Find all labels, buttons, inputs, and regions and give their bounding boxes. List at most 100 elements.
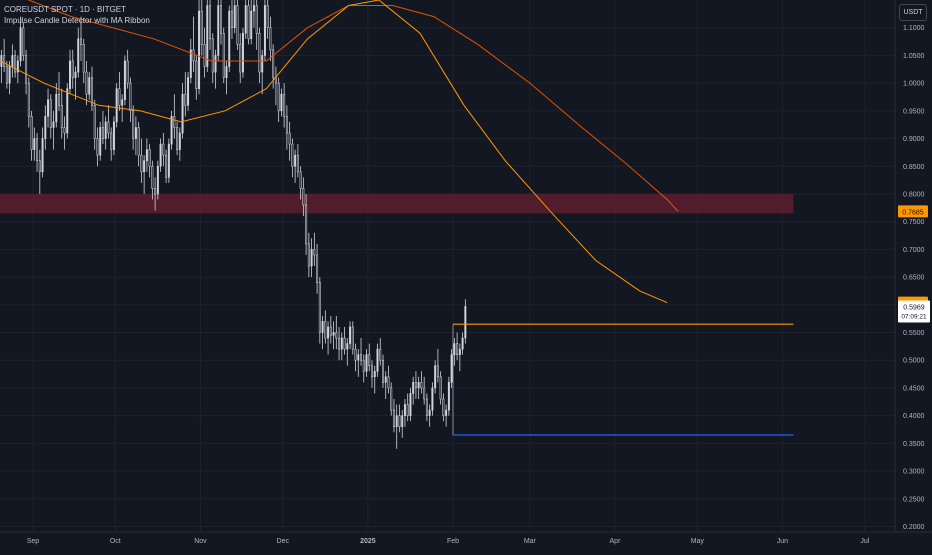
candle-body: [27, 82, 30, 117]
candle-body: [162, 143, 165, 156]
price-tick-label: 0.4500: [903, 385, 925, 392]
candle-body: [121, 99, 124, 106]
candle-body: [14, 55, 17, 73]
candle-body: [283, 93, 286, 117]
candle-body: [236, 5, 239, 45]
price-axis[interactable]: 1.1000 1.0500 1.0000 0.9500 0.9000 0.8500 0.80…: [903, 25, 925, 531]
price-tick-label: 0.7500: [903, 219, 925, 226]
candle-body: [458, 348, 461, 355]
candle-body: [165, 154, 168, 178]
price-tick-label: 0.2500: [903, 496, 925, 503]
candle-body: [390, 387, 393, 411]
candle-body: [321, 321, 324, 333]
price-tick-label: 0.2000: [903, 524, 925, 531]
candle-body: [118, 88, 121, 106]
candle-body: [252, 5, 255, 12]
candle-body: [456, 343, 459, 355]
candle-body: [66, 88, 69, 134]
candle-body: [187, 77, 190, 106]
currency-button[interactable]: USDT: [899, 4, 927, 21]
candle-body: [22, 27, 25, 56]
candle-body: [58, 93, 61, 106]
candle-body: [112, 121, 115, 150]
candle-body: [211, 38, 214, 73]
candle-body: [431, 387, 434, 411]
candle-body: [335, 332, 338, 339]
symbol-title[interactable]: COREUSDT SPOT · 1D · BITGET: [4, 5, 126, 14]
price-tick-label: 0.8500: [903, 164, 925, 171]
candle-body: [104, 121, 107, 139]
candle-body: [461, 337, 464, 350]
candle-body: [417, 382, 420, 389]
candle-body: [233, 5, 236, 29]
time-axis[interactable]: Sep Oct Nov Dec 2025 Feb Mar Apr May Jun Jul: [27, 538, 870, 545]
candle-body: [115, 88, 118, 123]
candle-body: [305, 204, 308, 245]
time-tick-label: Dec: [277, 538, 290, 545]
candles: [0, 0, 467, 449]
candle-body: [154, 188, 157, 195]
candle-body: [101, 127, 104, 139]
time-tick-label: Feb: [447, 538, 459, 545]
candle-body: [132, 110, 135, 139]
candle-body: [414, 382, 417, 389]
candle-body: [47, 99, 50, 117]
candle-body: [244, 5, 247, 34]
candle-body: [173, 116, 176, 128]
candle-body: [307, 243, 310, 267]
candle-body: [428, 409, 431, 416]
price-tick-label: 0.8000: [903, 191, 925, 198]
candle-body: [296, 154, 299, 173]
candle-body: [178, 132, 181, 150]
candle-body: [392, 409, 395, 428]
candle-body: [371, 365, 373, 378]
candle-body: [310, 249, 313, 267]
candle-body: [401, 415, 404, 428]
candle-body: [222, 32, 225, 78]
candle-body: [195, 60, 198, 89]
candle-body: [387, 376, 390, 389]
candle-body: [288, 132, 291, 145]
time-tick-label: Oct: [110, 538, 121, 545]
candle-body: [198, 10, 201, 89]
candle-body: [110, 132, 113, 150]
indicator-title[interactable]: Impulse Candle Detector with MA Ribbon: [4, 16, 150, 25]
candle-body: [453, 343, 456, 355]
candle-body: [129, 82, 132, 112]
candle-body: [439, 376, 442, 400]
candle-body: [332, 332, 335, 336]
candle-body: [272, 49, 275, 78]
candle-body: [360, 354, 363, 361]
candle-body: [263, 5, 266, 56]
candle-body: [214, 55, 217, 73]
time-tick-label: Apr: [610, 538, 622, 545]
candle-body: [247, 5, 250, 40]
candle-body: [217, 5, 220, 56]
candle-body: [425, 398, 428, 416]
candle-body: [88, 77, 91, 95]
resistance-zone: [0, 193, 794, 214]
candle-body: [99, 127, 102, 156]
candle-body: [159, 143, 162, 167]
price-tick-label: 0.4000: [903, 413, 925, 420]
candle-body: [220, 5, 222, 34]
candle-body: [241, 32, 244, 73]
candle-body: [77, 38, 80, 73]
candle-body: [398, 415, 401, 428]
candle-body: [450, 354, 453, 383]
candle-body: [384, 376, 387, 383]
last-price-bg: [898, 300, 930, 323]
candle-body: [90, 77, 93, 106]
ma-long-price-label-bg: [898, 205, 928, 218]
candle-body: [140, 154, 143, 173]
candle-body: [285, 116, 288, 134]
candle-body: [299, 171, 302, 189]
candle-body: [151, 165, 154, 189]
candle-body: [423, 387, 426, 400]
time-tick-label: Jul: [860, 538, 869, 545]
candle-body: [200, 10, 203, 45]
candle-body: [189, 49, 192, 78]
